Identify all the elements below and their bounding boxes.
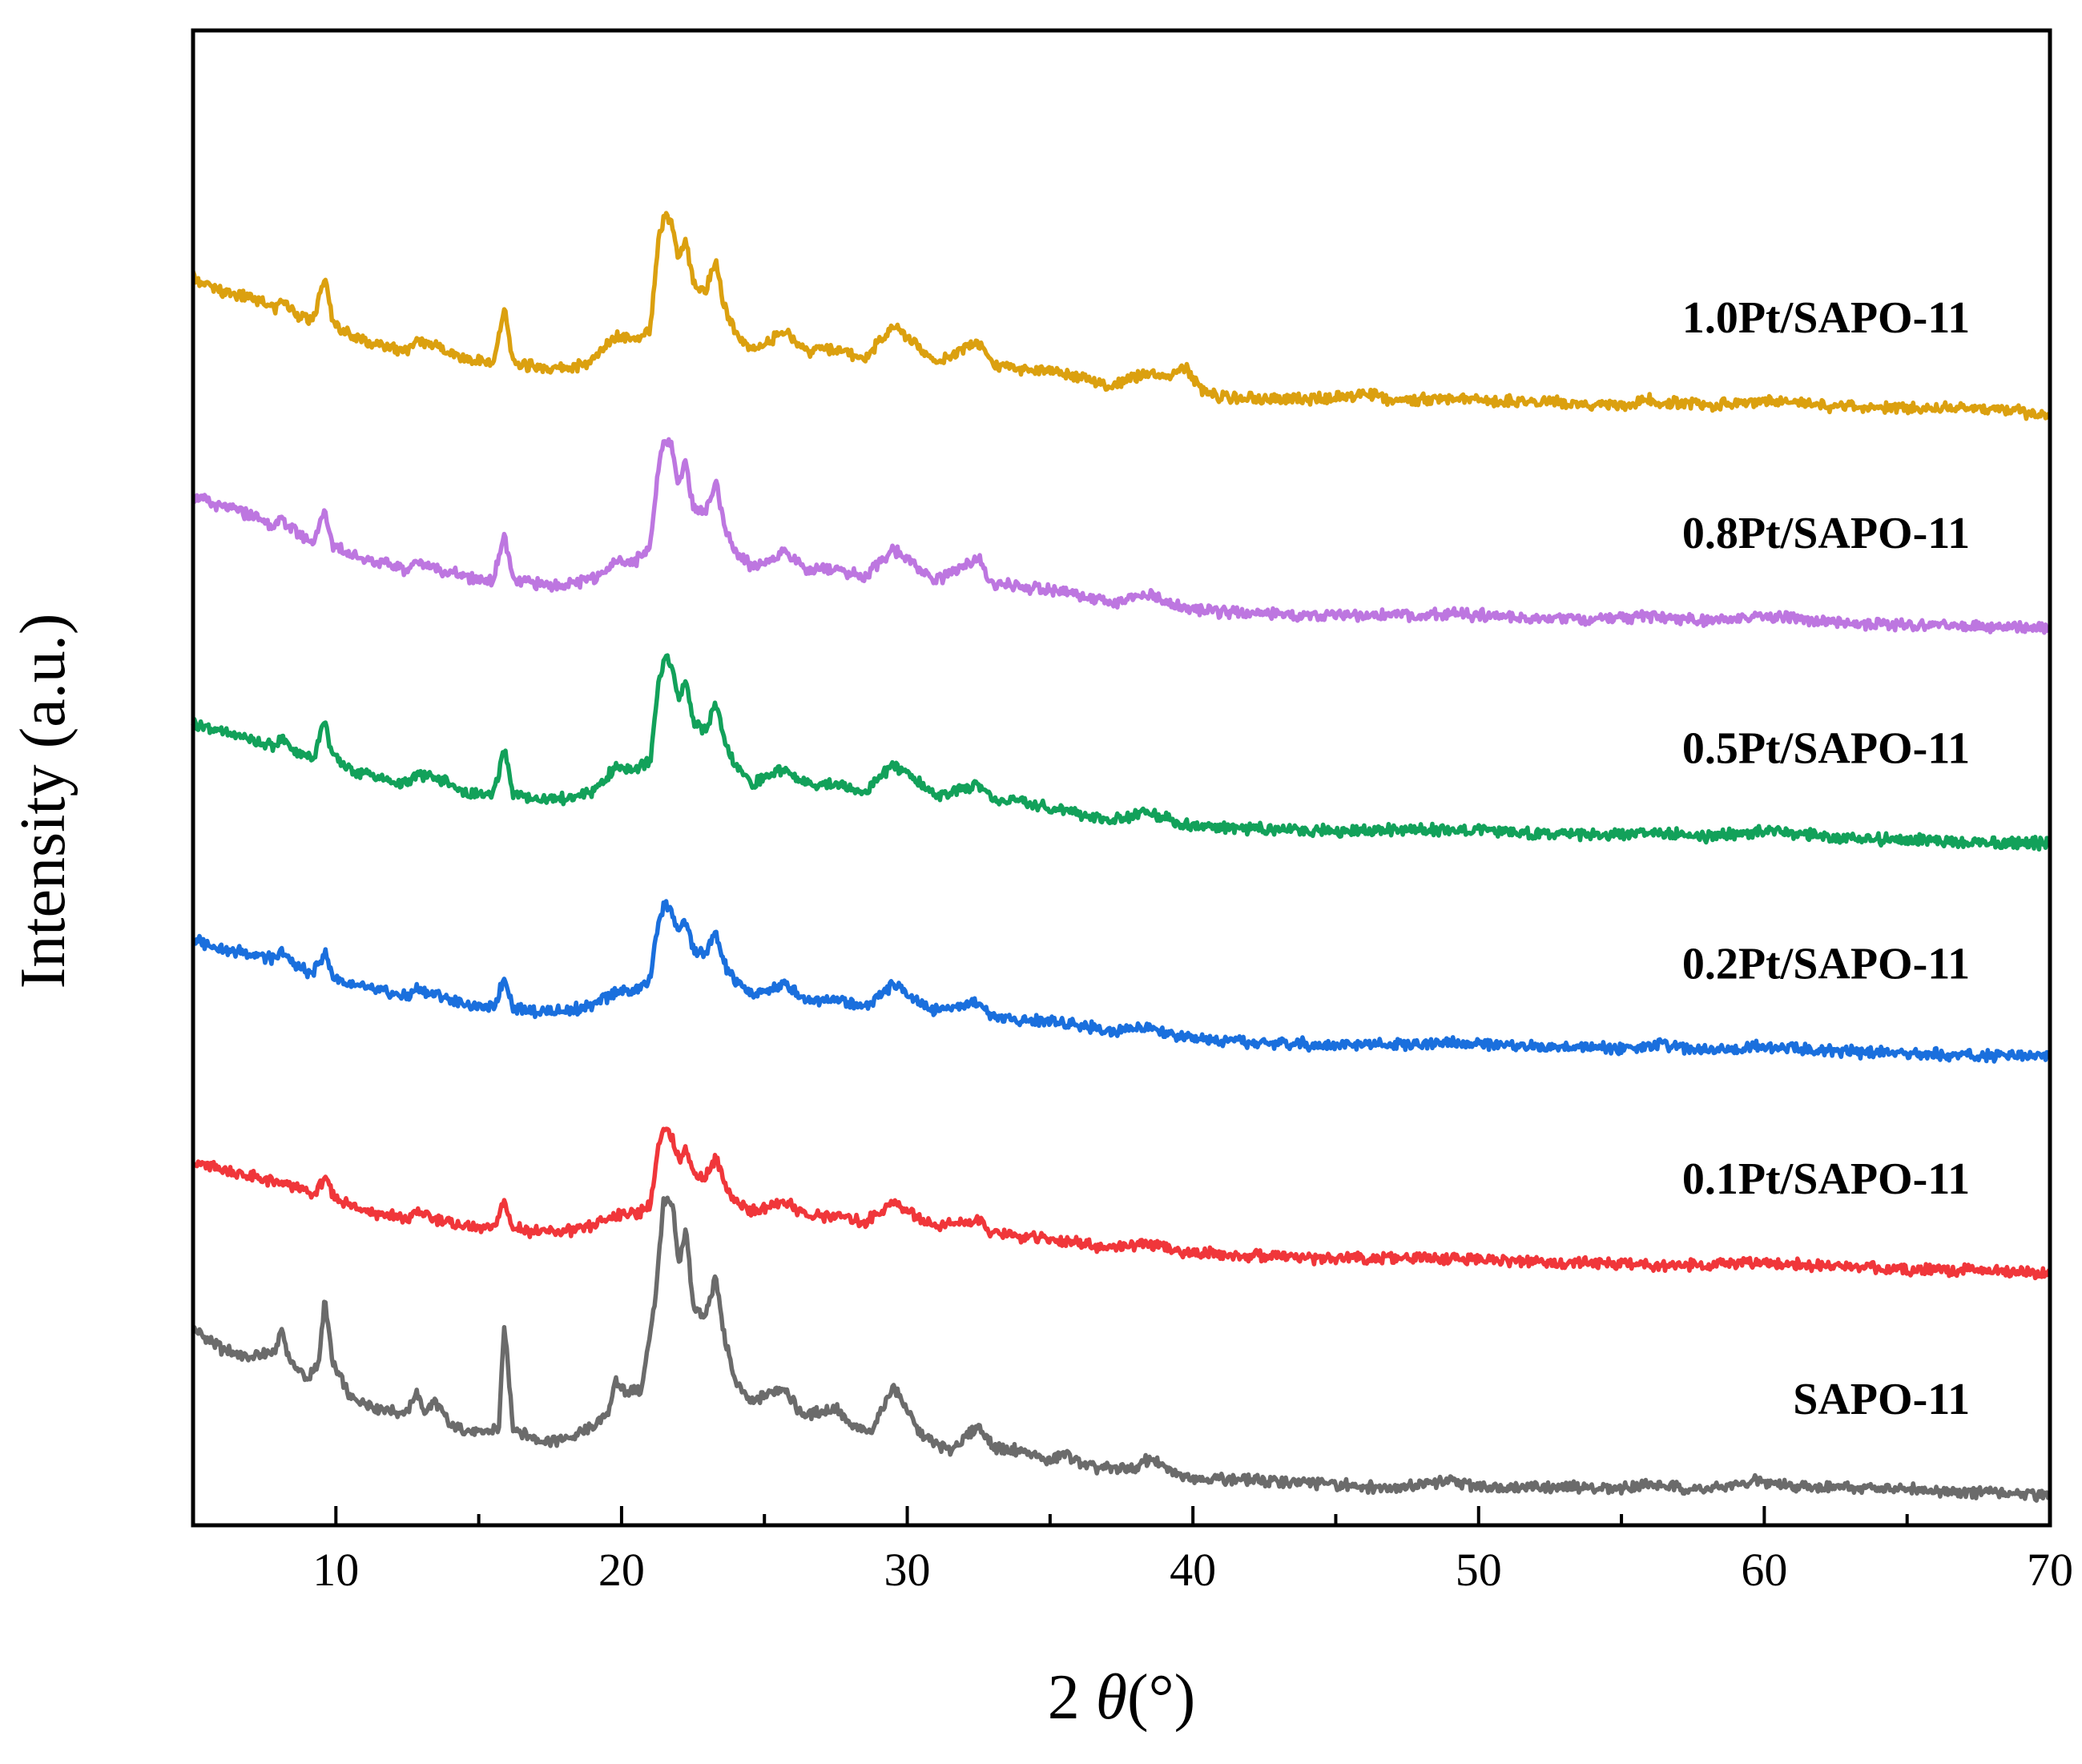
x-tick-label-20: 20	[598, 1544, 645, 1596]
x-axis-title: 2 θ(°)	[1048, 1662, 1196, 1733]
series-label-layer: SAPO-11 0.1Pt/SAPO-11 0.2Pt/SAPO-11 0.5Pt/S…	[1682, 293, 1970, 1424]
series-line-0-5pt-sapo-11	[191, 653, 2051, 852]
x-tick-label-10: 10	[312, 1544, 359, 1596]
series-line-1-0pt-sapo-11	[191, 211, 2052, 421]
series-line-0-2pt-sapo-11	[191, 899, 2052, 1064]
series-label-0-1pt-sapo-11: 0.1Pt/SAPO-11	[1682, 1154, 1970, 1204]
series-label-0-2pt-sapo-11: 0.2Pt/SAPO-11	[1682, 939, 1970, 989]
x-tick-label-50: 50	[1456, 1544, 1502, 1596]
series-layer	[191, 211, 2052, 1503]
y-axis-title: Intensity (a.u.)	[8, 614, 79, 989]
series-line-0-8pt-sapo-11	[191, 437, 2052, 635]
x-tick-label-70: 70	[2027, 1544, 2073, 1596]
series-line-0-1pt-sapo-11	[191, 1126, 2052, 1281]
x-tick-label-40: 40	[1170, 1544, 1216, 1596]
x-tick-label-30: 30	[884, 1544, 931, 1596]
series-line-sapo-11	[191, 1195, 2052, 1503]
plot-frame	[191, 28, 2052, 1528]
series-label-0-5pt-sapo-11: 0.5Pt/SAPO-11	[1682, 724, 1970, 774]
x-tick-label-60: 60	[1741, 1544, 1787, 1596]
series-label-0-8pt-sapo-11: 0.8Pt/SAPO-11	[1682, 509, 1970, 558]
series-label-sapo-11: SAPO-11	[1793, 1375, 1970, 1424]
series-label-1-0pt-sapo-11: 1.0Pt/SAPO-11	[1682, 293, 1970, 343]
